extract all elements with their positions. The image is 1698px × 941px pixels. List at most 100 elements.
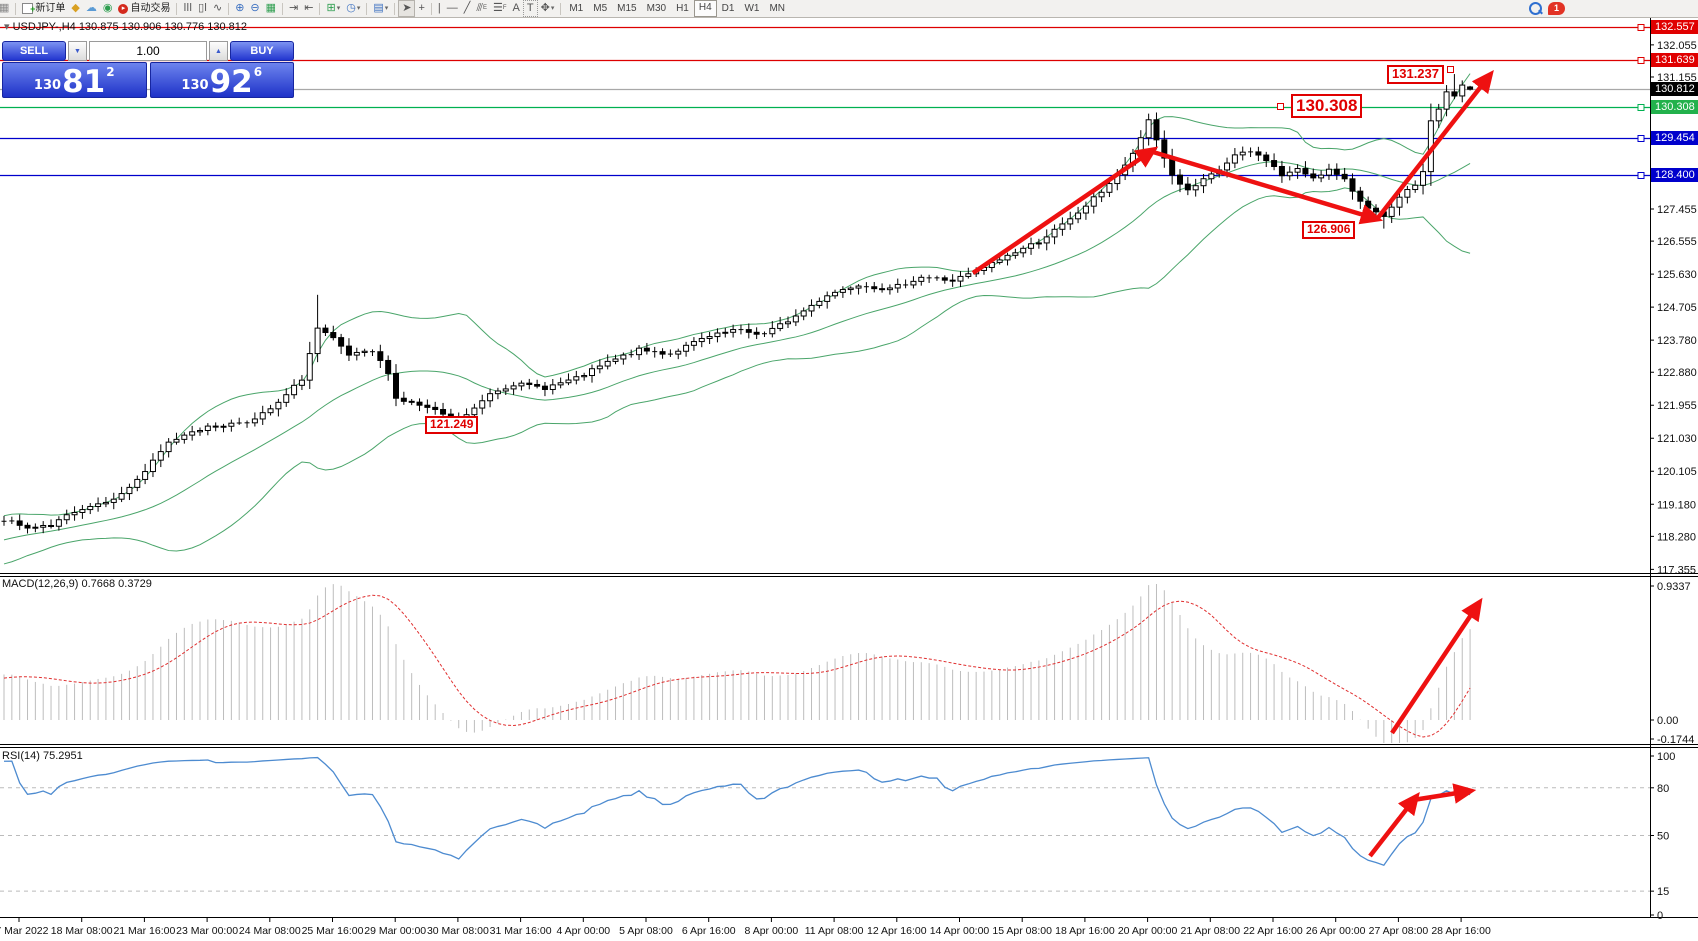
symbol-info: ▾ USDJPY-,H4 130.875 130.906 130.776 130… [4,21,248,33]
macd-indicator [3,583,1471,743]
toolbar-separator [366,2,368,15]
svg-text:122.880: 122.880 [1657,367,1697,379]
svg-text:121.030: 121.030 [1657,433,1697,445]
zoom-out-icon[interactable]: ⊖ [250,2,260,14]
sell-price-panel[interactable]: 130 81 2 [2,62,147,98]
trendline-icon[interactable]: ╱ [463,2,471,14]
sell-button[interactable]: SELL [2,41,66,61]
vertical-line-icon[interactable]: | [437,2,441,14]
cloud-icon[interactable]: ☁ [85,2,97,14]
annotation-anchor-square[interactable] [1277,103,1284,110]
svg-text:21 Apr 08:00: 21 Apr 08:00 [1181,925,1241,937]
svg-text:0.9337: 0.9337 [1657,581,1691,593]
svg-text:118.280: 118.280 [1657,531,1696,543]
svg-text:120.105: 120.105 [1657,466,1697,478]
svg-text:24 Mar 08:00: 24 Mar 08:00 [239,925,301,937]
svg-text:18 Mar 08:00: 18 Mar 08:00 [51,925,113,937]
annotation-131-237[interactable]: 131.237 [1387,65,1444,84]
svg-text:124.705: 124.705 [1657,302,1697,314]
chart-shift-icon[interactable]: ⇤ [304,2,314,14]
timeframe-m5[interactable]: M5 [593,3,608,14]
notification-bubble[interactable]: 1 [1545,1,1568,16]
svg-text:4 Apr 00:00: 4 Apr 00:00 [556,925,610,937]
add-indicator-icon[interactable]: ⊞ ▾ [326,2,341,14]
toolbar: ▦ + 新订单 ◆ ☁ ◉ ▸ 自动交易 ǀǀǀ ▯ǀ ∿ ⊕ ⊖ ▦ ⇥ ⇤ … [0,0,1698,18]
svg-text:23 Mar 00:00: 23 Mar 00:00 [176,925,238,937]
svg-text:5 Apr 08:00: 5 Apr 08:00 [619,925,673,937]
arrows-tool-icon[interactable]: ✥ ▾ [540,2,555,14]
horizontal-line-icon[interactable]: — [446,2,458,14]
svg-text:6 Apr 16:00: 6 Apr 16:00 [682,925,736,937]
svg-text:22 Apr 16:00: 22 Apr 16:00 [1243,925,1303,937]
channel-icon[interactable]: ⫻ E [476,2,487,14]
annotation-130-308[interactable]: 130.308 [1291,94,1363,118]
auto-scroll-icon[interactable]: ⇥ [289,2,299,14]
candlesticks [1,74,1474,534]
search-icon[interactable] [1526,1,1545,16]
signal-icon[interactable]: ◉ [102,2,113,14]
bar-chart-mode-icon[interactable]: ǀǀǀ [183,2,193,14]
svg-text:26 Apr 00:00: 26 Apr 00:00 [1306,925,1366,937]
toolbar-separator [282,2,284,15]
volume-decrease-button[interactable]: ▼ [68,41,87,61]
buy-price-panel[interactable]: 130 92 6 [149,62,294,100]
template-icon[interactable]: ▤ ▾ [373,2,389,14]
toolbar-separator [319,2,321,15]
crosshair-icon[interactable]: + [418,2,425,14]
macd-scale[interactable]: 0.9337 0.00 -0.1744 [1650,581,1694,746]
candlestick-mode-icon[interactable]: ▯ǀ [198,2,207,14]
notification-count: 1 [1548,2,1565,15]
autotrade-button[interactable]: ▸ 自动交易 [115,1,173,16]
line-chart-mode-icon[interactable]: ∿ [212,2,223,14]
annotation-121-249[interactable]: 121.249 [425,416,479,434]
volume-increase-button[interactable]: ▲ [209,41,228,61]
annotation-126-906[interactable]: 126.906 [1302,221,1356,239]
svg-text:80: 80 [1657,783,1669,795]
svg-text:25 Mar 16:00: 25 Mar 16:00 [302,925,364,937]
svg-text:12 Apr 16:00: 12 Apr 16:00 [867,925,927,937]
timeframe-m15[interactable]: M15 [617,3,637,14]
timeframe-d1[interactable]: D1 [721,3,735,14]
macd-label: MACD(12,26,9) 0.7668 0.3729 [2,578,152,590]
annotation-anchor-square[interactable] [1447,66,1454,73]
buy-button[interactable]: BUY [230,41,294,61]
rsi-label: RSI(14) 75.2951 [2,750,83,762]
timeframe-m1[interactable]: M1 [569,3,584,14]
sell-price-big: 81 [62,64,106,100]
zoom-in-icon[interactable]: ⊕ [235,2,245,14]
text-label-icon[interactable]: T [522,0,538,17]
buy-price-pip: 6 [253,65,263,79]
price-line-badge: 128.400 [1651,168,1698,182]
period-clock-icon[interactable]: ◷ ▾ [346,2,361,14]
timeframe-h4[interactable]: H4 [693,0,717,17]
timeframe-w1[interactable]: W1 [744,3,760,14]
svg-text:20 Apr 00:00: 20 Apr 00:00 [1118,925,1178,937]
trend-arrows[interactable] [971,70,1494,858]
timeframe-h1[interactable]: H1 [676,3,689,14]
chart-window-icon[interactable]: ▦ [0,2,10,14]
timeframe-mn[interactable]: MN [769,3,786,14]
price-scale[interactable]: 132.055 131.155 127.455 126.555 125.630 124.7… [1650,40,1697,576]
svg-text:119.180: 119.180 [1657,499,1696,511]
buy-price-prefix: 130 [181,78,209,93]
fibonacci-icon[interactable]: ☰ F [492,2,507,14]
timeframe-m30[interactable]: M30 [646,3,667,14]
svg-text:117.355: 117.355 [1657,564,1696,576]
price-line-badge: 129.454 [1651,131,1698,145]
market-watch-icon[interactable]: ◆ [71,2,80,14]
buy-price-big: 92 [209,64,253,100]
svg-text:0: 0 [1657,910,1663,922]
price-line-badge: 131.639 [1651,53,1698,67]
volume-input[interactable]: 1.00 [89,41,207,61]
tile-windows-icon[interactable]: ▦ [265,2,277,14]
text-icon[interactable]: A [512,2,520,14]
toolbar-separator [394,2,396,15]
svg-text:31 Mar 16:00: 31 Mar 16:00 [490,925,552,937]
rsi-scale[interactable]: 100 80 50 15 0 [1650,751,1675,922]
sell-price-prefix: 130 [33,78,62,93]
new-order-button[interactable]: + 新订单 [19,1,68,16]
cursor-icon[interactable]: ➤ [398,0,416,17]
